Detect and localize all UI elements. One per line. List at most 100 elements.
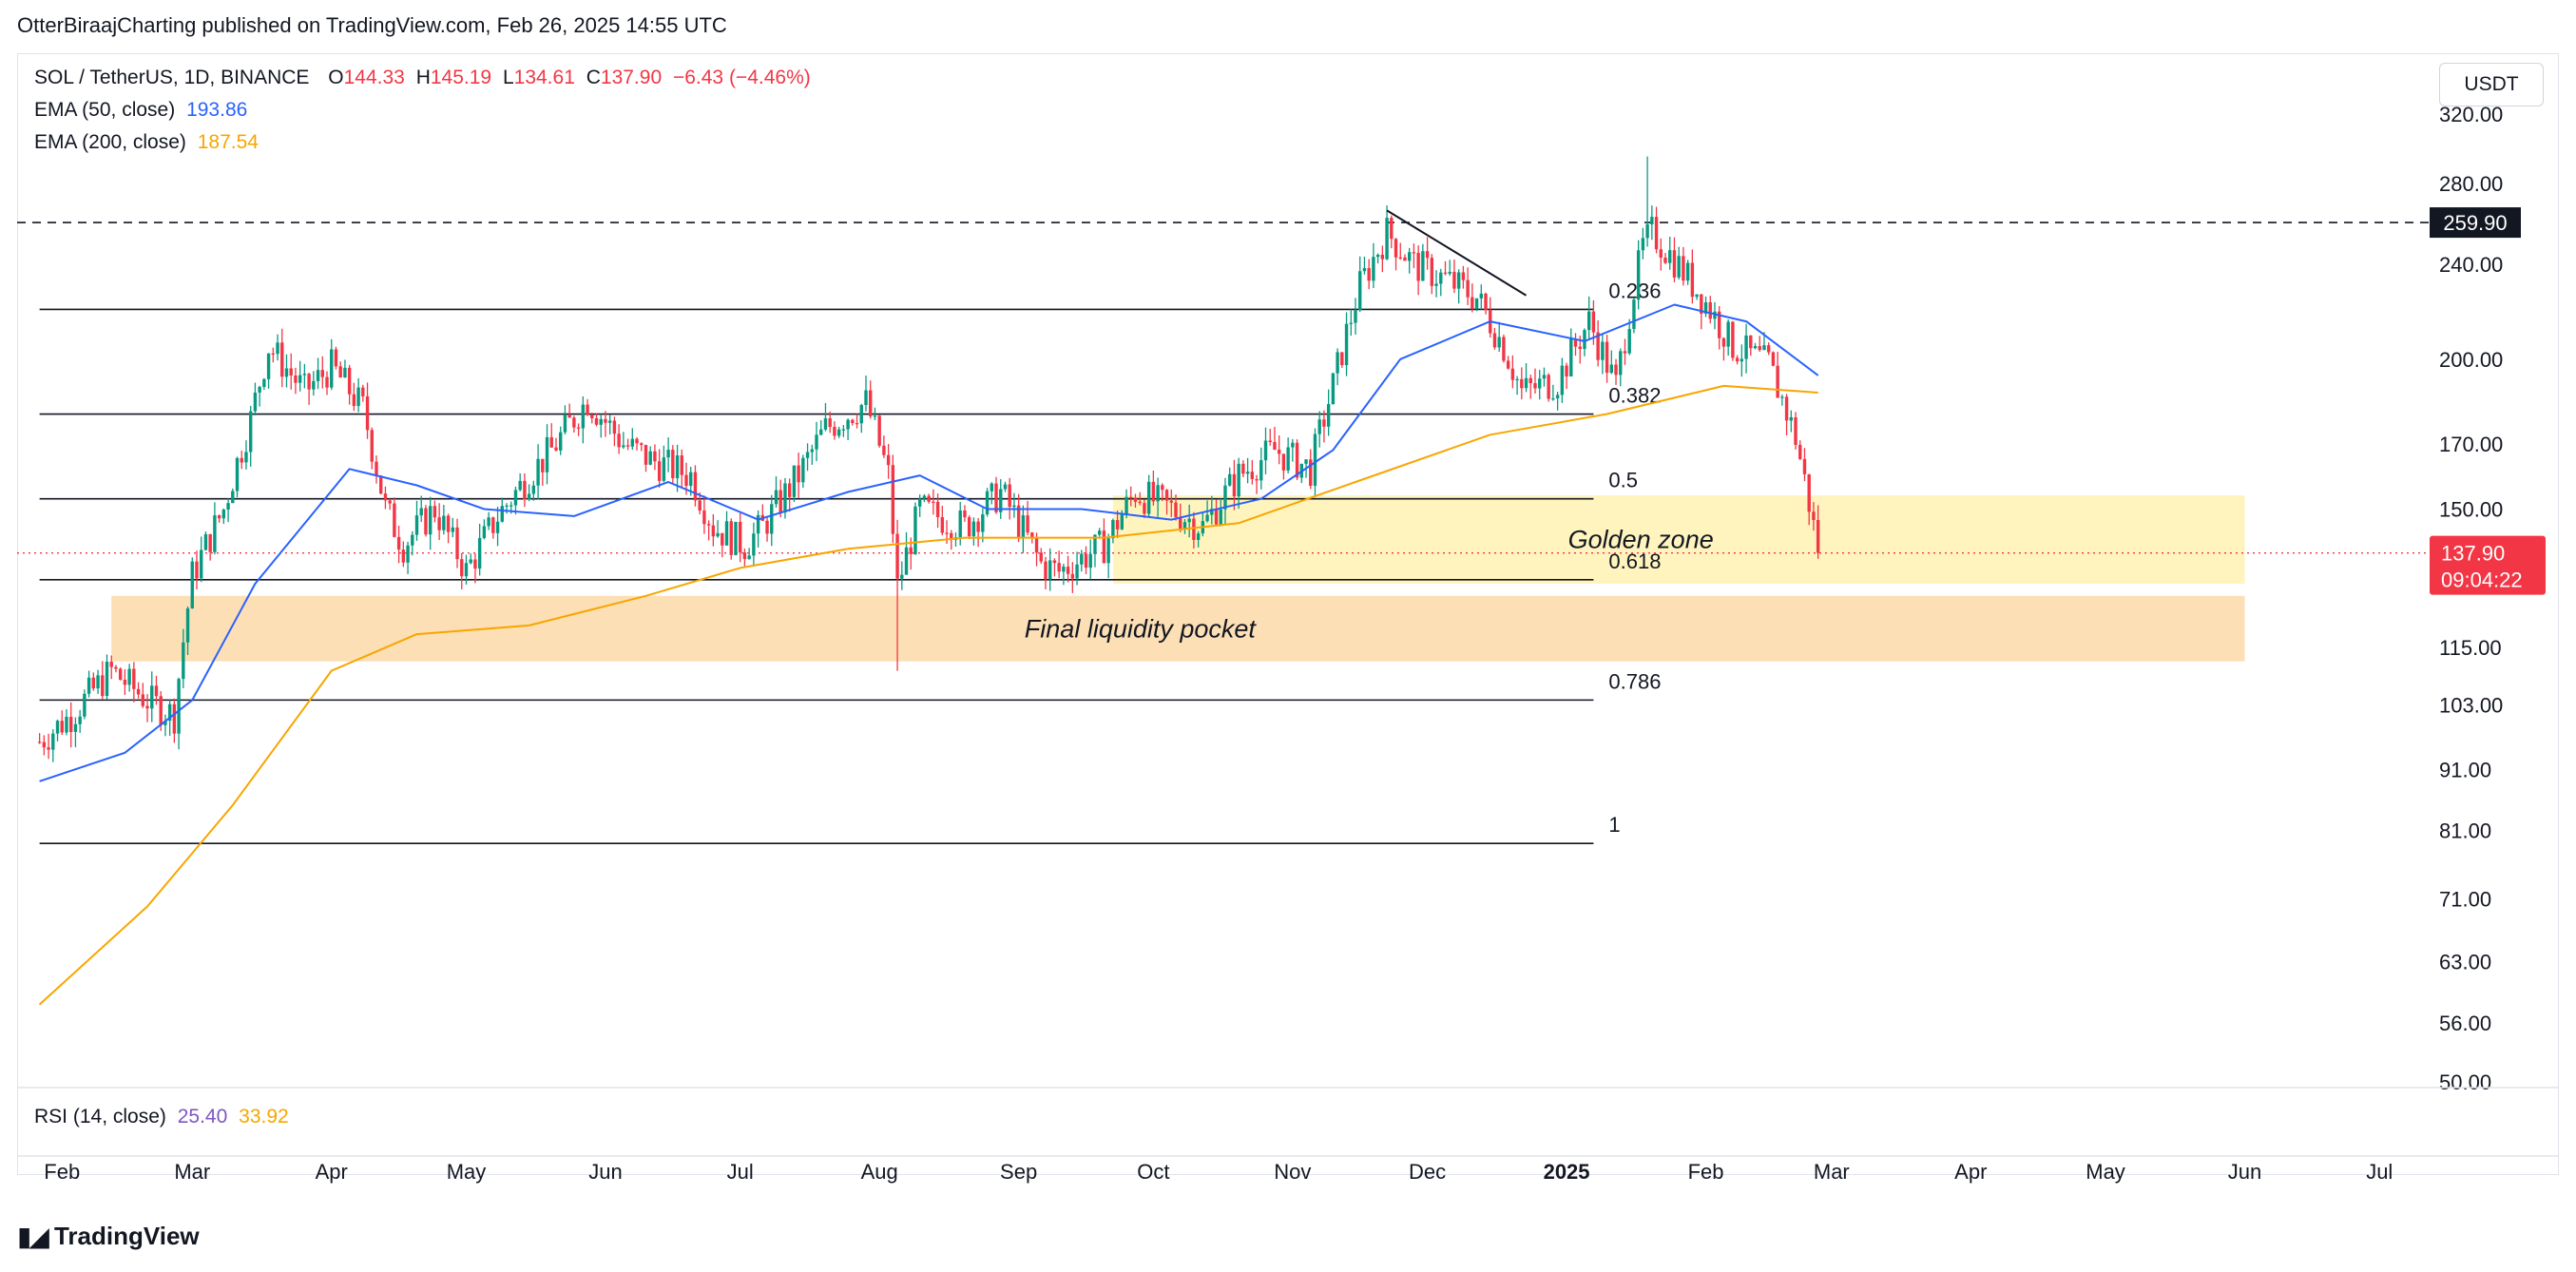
candle-body-389 bbox=[1784, 396, 1789, 421]
x-tick-label-8: Oct bbox=[1137, 1160, 1169, 1184]
candle-body-175 bbox=[823, 418, 828, 430]
candle-body-176 bbox=[828, 418, 832, 428]
fib-label-0: 0.236 bbox=[1608, 279, 1661, 302]
candle-body-316 bbox=[1456, 272, 1461, 289]
candle-body-283 bbox=[1309, 459, 1313, 486]
candle-body-371 bbox=[1703, 301, 1708, 314]
y-tick-label-3: 200.00 bbox=[2439, 348, 2503, 372]
candle-body-112 bbox=[541, 458, 545, 472]
x-tick-label-3: May bbox=[447, 1160, 487, 1184]
candle-body-154 bbox=[729, 521, 733, 555]
candle-body-107 bbox=[518, 480, 522, 491]
candle-body-332 bbox=[1528, 377, 1532, 384]
candle-body-333 bbox=[1533, 383, 1537, 389]
candle-body-98 bbox=[477, 537, 482, 569]
y-tick-label-0: 320.00 bbox=[2439, 103, 2503, 126]
ema200-line bbox=[38, 384, 1818, 1006]
tradingview-wordmark: TradingView bbox=[53, 1222, 200, 1250]
candle-body-169 bbox=[797, 465, 800, 483]
candles-layer bbox=[37, 156, 1820, 762]
candle-body-20 bbox=[127, 668, 131, 685]
tradingview-logo[interactable]: ▮◢ TradingView bbox=[17, 1221, 200, 1252]
candle-body-174 bbox=[819, 429, 823, 435]
last-price-box bbox=[2430, 535, 2546, 595]
candle-body-160 bbox=[756, 514, 760, 534]
candle-body-26 bbox=[154, 685, 159, 697]
ema200-legend[interactable]: EMA (200, close) 187.54 bbox=[34, 131, 259, 154]
candle-body-315 bbox=[1452, 271, 1456, 289]
candle-body-46 bbox=[244, 452, 248, 463]
candle-body-159 bbox=[752, 533, 756, 556]
candle-body-322 bbox=[1484, 293, 1488, 311]
candle-body-194 bbox=[909, 547, 913, 554]
candle-body-21 bbox=[132, 668, 136, 689]
candle-body-368 bbox=[1690, 262, 1695, 298]
high-label: H bbox=[415, 67, 431, 88]
candle-body-378 bbox=[1735, 357, 1740, 362]
candle-body-240 bbox=[1115, 520, 1120, 530]
candle-body-284 bbox=[1313, 434, 1317, 486]
rsi-label: RSI (14, close) bbox=[34, 1106, 166, 1127]
candle-body-156 bbox=[738, 521, 742, 553]
candle-body-198 bbox=[927, 495, 931, 502]
candle-body-260 bbox=[1205, 514, 1209, 522]
candle-body-370 bbox=[1700, 294, 1703, 314]
symbol-legend[interactable]: SOL / TetherUS, 1D, BINANCE O144.33 H145… bbox=[34, 67, 811, 89]
candle-body-261 bbox=[1210, 509, 1214, 515]
candle-body-296 bbox=[1367, 268, 1371, 281]
low-label: L bbox=[502, 67, 514, 88]
candle-body-50 bbox=[262, 378, 266, 387]
candle-body-223 bbox=[1039, 552, 1043, 562]
candle-body-62 bbox=[316, 370, 320, 381]
candle-body-168 bbox=[792, 465, 797, 497]
y-tick-label-6: 115.00 bbox=[2439, 636, 2502, 660]
candle-body-65 bbox=[330, 349, 334, 388]
candle-body-128 bbox=[612, 420, 617, 434]
ema50-value: 193.86 bbox=[186, 99, 248, 121]
candle-body-228 bbox=[1062, 567, 1066, 572]
candle-body-157 bbox=[742, 552, 747, 560]
candle-body-4 bbox=[55, 721, 60, 734]
candle-body-243 bbox=[1129, 496, 1133, 498]
y-tick-label-8: 91.00 bbox=[2439, 759, 2491, 782]
x-tick-label-9: Nov bbox=[1274, 1160, 1311, 1184]
y-tick-label-2: 240.00 bbox=[2439, 253, 2503, 277]
candle-body-345 bbox=[1586, 311, 1591, 331]
candle-body-51 bbox=[266, 353, 271, 379]
candle-body-43 bbox=[231, 491, 235, 504]
candle-body-102 bbox=[495, 521, 500, 533]
candle-body-366 bbox=[1682, 256, 1685, 281]
candle-body-185 bbox=[869, 390, 873, 416]
currency-button[interactable]: USDT bbox=[2439, 63, 2544, 106]
candle-body-234 bbox=[1088, 553, 1092, 569]
candle-body-258 bbox=[1196, 533, 1201, 540]
candle-body-349 bbox=[1605, 341, 1609, 374]
candle-body-275 bbox=[1273, 441, 1277, 451]
candle-body-334 bbox=[1538, 378, 1542, 389]
candle-body-363 bbox=[1668, 250, 1672, 263]
candle-body-184 bbox=[864, 390, 868, 406]
zone-1 bbox=[111, 595, 2245, 662]
candle-body-48 bbox=[253, 392, 258, 412]
candle-body-17 bbox=[114, 666, 118, 669]
candle-body-49 bbox=[258, 386, 261, 393]
candle-body-35 bbox=[195, 561, 199, 579]
candle-body-149 bbox=[706, 524, 711, 526]
ema50-legend[interactable]: EMA (50, close) 193.86 bbox=[34, 99, 247, 122]
symbol-name: SOL / TetherUS, 1D, BINANCE bbox=[34, 67, 310, 88]
resistance-price-label: 259.90 bbox=[2443, 211, 2507, 235]
candle-body-221 bbox=[1030, 532, 1034, 538]
candle-body-30 bbox=[172, 703, 177, 734]
publisher-line: OtterBiraajCharting published on Trading… bbox=[17, 13, 727, 37]
candle-body-206 bbox=[963, 511, 967, 518]
candle-body-163 bbox=[770, 504, 774, 534]
rsi-legend[interactable]: RSI (14, close) 25.40 33.92 bbox=[34, 1106, 289, 1128]
candle-body-235 bbox=[1093, 534, 1097, 554]
candle-body-13 bbox=[96, 675, 100, 689]
x-axis: Feb Mar Apr May Jun Jul Aug Sep Oct Nov Dec 2025 Feb… bbox=[44, 1160, 2393, 1184]
candle-body-226 bbox=[1052, 560, 1057, 564]
candle-body-395 bbox=[1812, 511, 1816, 520]
candle-body-396 bbox=[1816, 519, 1820, 553]
candle-body-77 bbox=[383, 493, 388, 501]
